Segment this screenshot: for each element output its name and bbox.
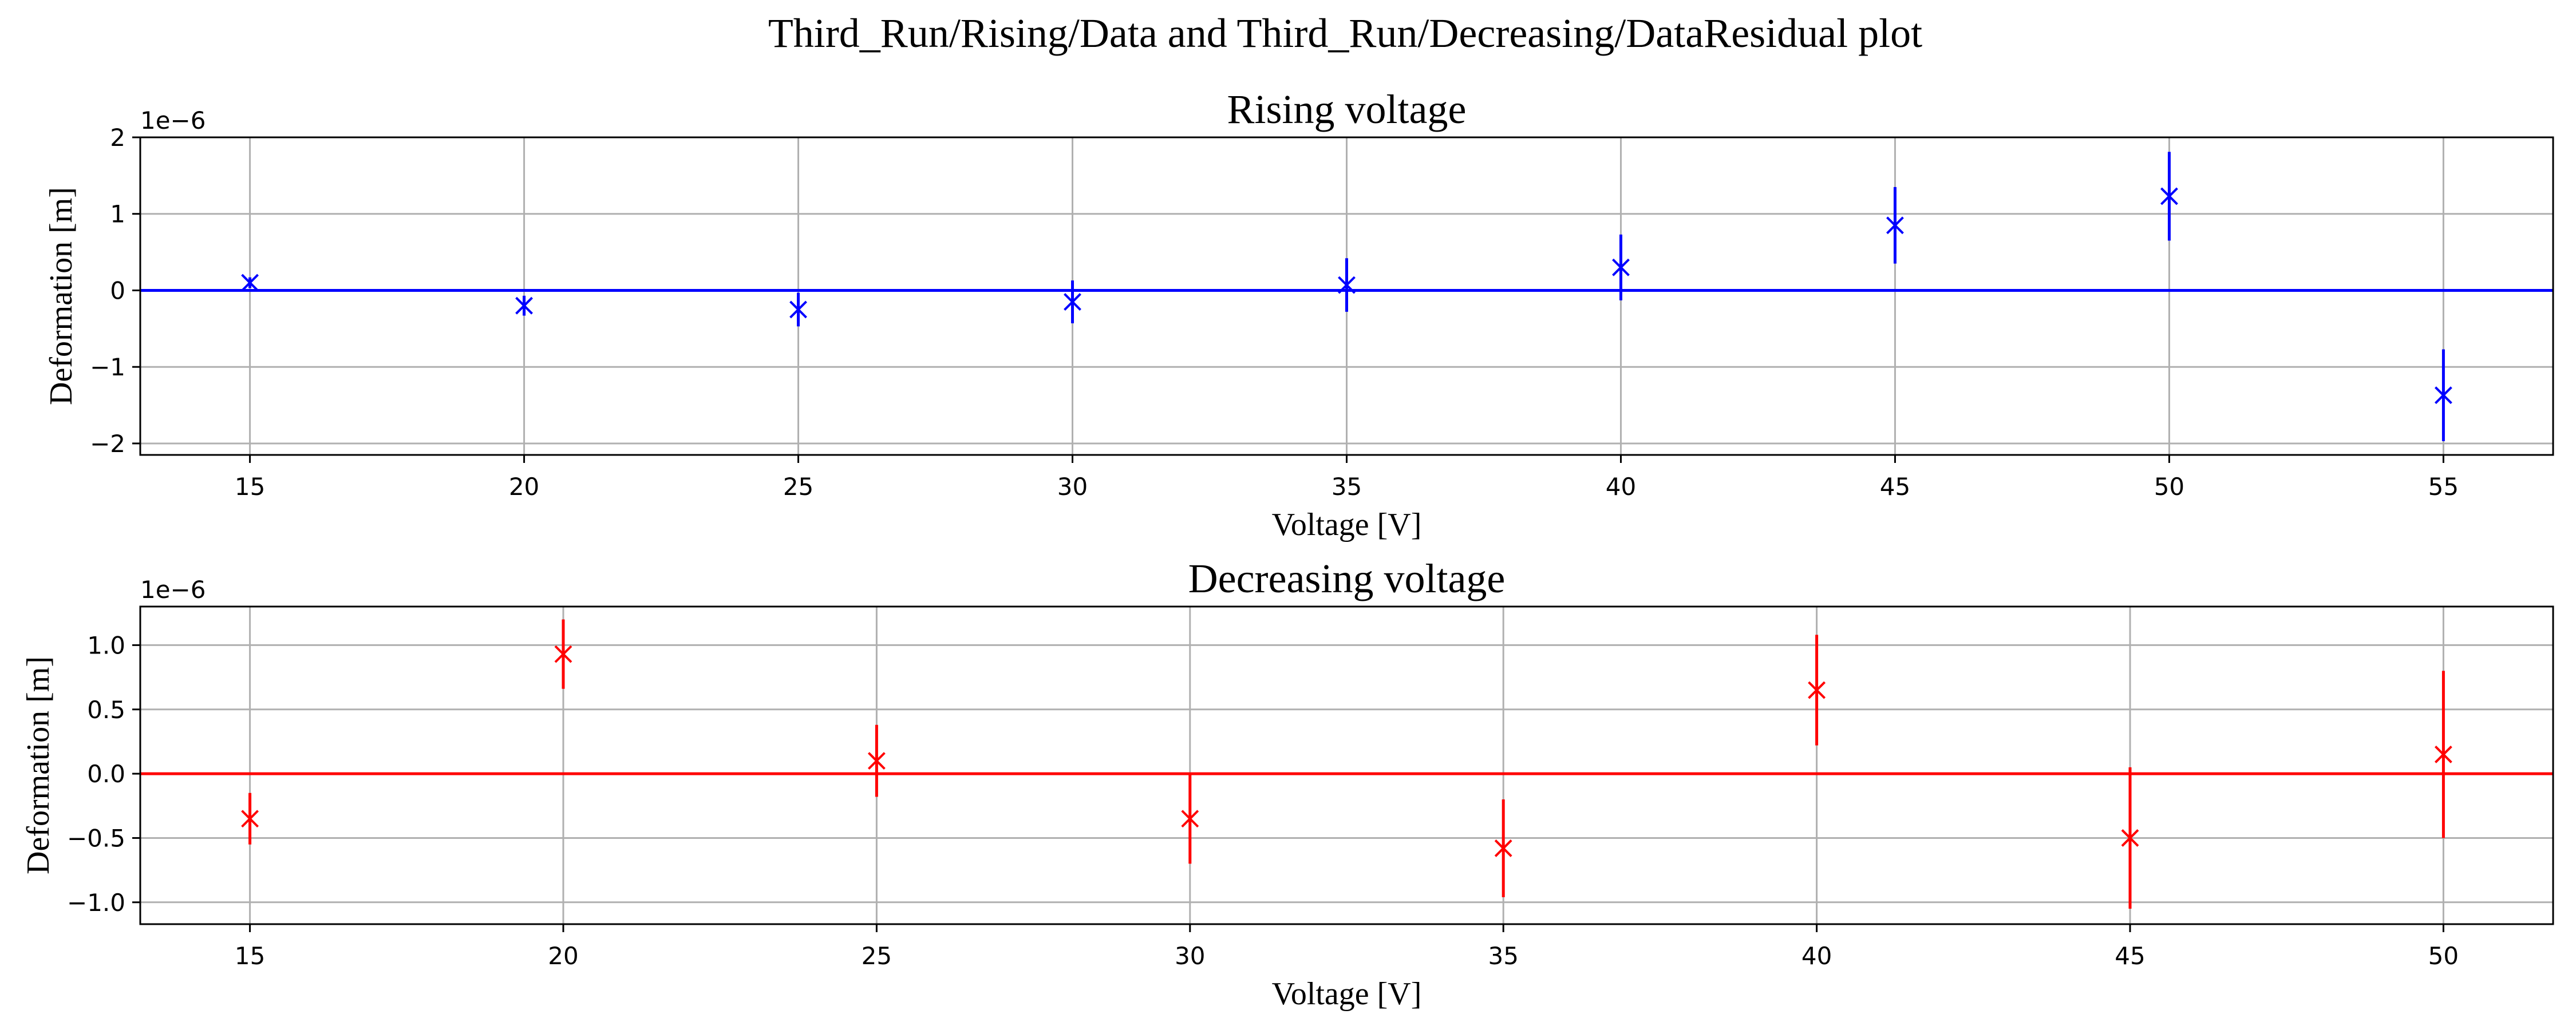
x-tick-label: 20 <box>548 942 578 970</box>
x-marker <box>789 300 807 319</box>
data-point <box>789 292 807 327</box>
x-marker <box>867 752 886 770</box>
data-point <box>515 295 533 316</box>
data-point <box>1338 258 1356 312</box>
x-tick-label: 15 <box>235 942 265 970</box>
y-tick-label: −1.0 <box>67 889 125 917</box>
subplot-title: Rising voltage <box>1227 86 1467 132</box>
data-point <box>2121 767 2139 909</box>
x-marker <box>2121 829 2139 847</box>
data-point <box>2434 349 2452 441</box>
x-tick-label: 25 <box>862 942 892 970</box>
x-tick-label: 30 <box>1175 942 1205 970</box>
y-tick-label: 0.0 <box>87 760 125 788</box>
figure-suptitle: Third_Run/Rising/Data and Third_Run/Decr… <box>768 10 1922 56</box>
axes-frame <box>139 605 2554 925</box>
data-point <box>554 619 572 689</box>
y-tick-label: 1.0 <box>87 631 125 659</box>
x-marker <box>2434 745 2452 763</box>
data-point <box>2160 152 2178 241</box>
data-point <box>1612 234 1630 300</box>
x-marker <box>515 296 533 315</box>
y-tick-label: 0.5 <box>87 696 125 724</box>
x-marker <box>1612 258 1630 276</box>
x-marker <box>554 645 572 663</box>
x-axis-label: Voltage [V] <box>1272 507 1422 542</box>
x-tick-label: 35 <box>1488 942 1518 970</box>
x-tick-label: 40 <box>1801 942 1832 970</box>
x-tick-label: 20 <box>509 473 539 501</box>
data-point <box>1886 187 1904 264</box>
x-tick-label: 50 <box>2154 473 2184 501</box>
y-axis-offset-label: 1e−6 <box>140 576 206 604</box>
x-axis-label: Voltage [V] <box>1272 976 1422 1012</box>
x-tick-label: 25 <box>783 473 813 501</box>
data-point <box>1064 280 1081 323</box>
x-tick-label: 30 <box>1057 473 1088 501</box>
subplot-decreasing: 15 20 25 30 35 40 45 50 −1.0 −0.5 0.0 0.5 1.0 1e−6 Dec… <box>21 556 2554 1012</box>
data-point <box>1181 774 1199 864</box>
x-marker <box>1338 276 1356 294</box>
x-tick-label: 40 <box>1606 473 1636 501</box>
data-point <box>2434 671 2452 838</box>
y-tick-label: 2 <box>110 124 125 152</box>
x-marker <box>2434 386 2452 405</box>
y-tick-label: −0.5 <box>67 824 125 852</box>
x-marker <box>1886 216 1904 235</box>
y-tick-label: −1 <box>90 353 125 381</box>
x-tick-label: 55 <box>2428 473 2459 501</box>
x-tick-label: 35 <box>1332 473 1362 501</box>
y-tick-label: 1 <box>110 200 125 228</box>
y-axis-label: Deformation [m] <box>44 187 79 405</box>
x-marker <box>241 274 259 292</box>
x-tick-label: 45 <box>2115 942 2145 970</box>
data-point <box>1494 799 1512 897</box>
x-tick-label: 45 <box>1880 473 1910 501</box>
x-marker <box>1494 839 1512 857</box>
subplot-rising: 15 20 25 30 35 40 45 50 55 −2 −1 0 1 2 1e−6 Rising volt… <box>44 86 2554 542</box>
data-point <box>867 724 886 797</box>
y-axis-label: Deformation [m] <box>21 656 56 874</box>
x-marker <box>241 810 259 828</box>
x-marker <box>1808 681 1826 699</box>
x-marker <box>1064 293 1081 311</box>
data-point <box>241 274 259 292</box>
x-tick-label: 15 <box>235 473 265 501</box>
x-tick-label: 50 <box>2428 942 2459 970</box>
x-marker <box>1181 810 1199 828</box>
subplots: 15 20 25 30 35 40 45 50 55 −2 −1 0 1 2 1e−6 Rising volt… <box>21 86 2554 1012</box>
subplot-title: Decreasing voltage <box>1188 556 1506 601</box>
y-tick-label: −2 <box>90 430 125 458</box>
data-point <box>1808 635 1826 746</box>
y-axis-offset-label: 1e−6 <box>140 106 206 134</box>
data-point <box>241 793 259 845</box>
x-marker <box>2160 187 2178 205</box>
y-tick-label: 0 <box>110 276 125 304</box>
